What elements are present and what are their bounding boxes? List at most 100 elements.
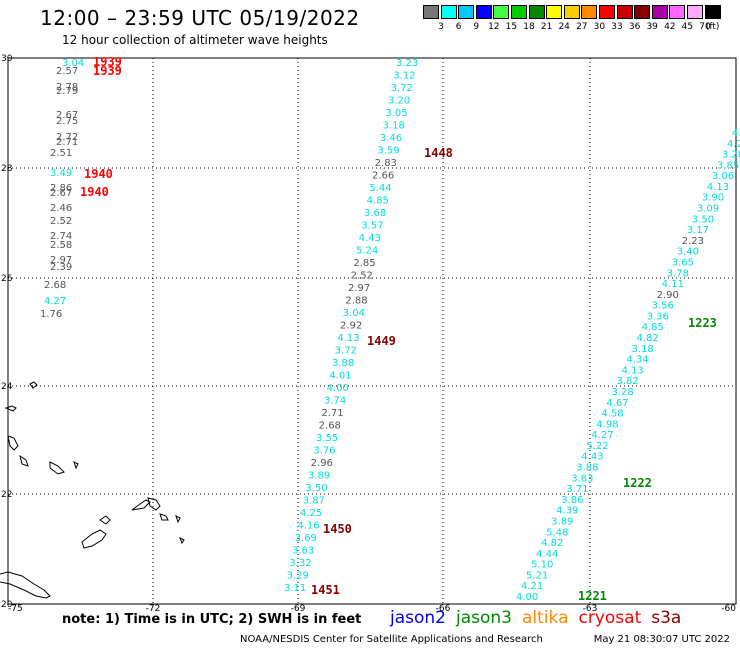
wave-height-value: 2.52 [351, 271, 373, 282]
wave-height-value: 3.36 [647, 311, 669, 322]
footer: NOAA/NESDIS Center for Satellite Applica… [240, 634, 730, 645]
wave-height-value: 3.46 [380, 133, 402, 144]
wave-height-value: 4.31 [732, 128, 740, 139]
lon-tick-label: -75 [8, 604, 23, 614]
pass-time-label: 1939 [93, 55, 122, 69]
wave-height-value: 3.12 [393, 71, 415, 82]
lon-tick-label: -63 [583, 604, 598, 614]
colorbar-swatch [546, 5, 563, 19]
colorbar-unit: (ft) [705, 22, 720, 32]
wave-height-value: 2.85 [353, 258, 375, 269]
wave-height-value: 2.71 [56, 137, 78, 148]
wave-height-value: 4.13 [707, 182, 729, 193]
colorbar-swatch [669, 5, 686, 19]
wave-height-value: 5.22 [586, 441, 608, 452]
island-shape [179, 536, 185, 545]
wave-height-value: 1.76 [40, 309, 62, 320]
colorbar-swatch [475, 5, 492, 19]
island-shape [49, 461, 65, 475]
wave-height-value: 3.29 [287, 571, 309, 582]
colorbar-label: 15 [505, 22, 518, 32]
wave-height-value: 2.83 [375, 158, 397, 169]
colorbar-swatch [704, 5, 721, 19]
wave-height-value: 3.59 [377, 146, 399, 157]
colorbar-swatch [423, 5, 439, 19]
wave-height-value: 3.49 [50, 168, 72, 179]
pass-time-label: 1449 [367, 334, 396, 348]
wave-height-value: 2.57 [56, 66, 78, 77]
wave-height-value: 3.32 [289, 558, 311, 569]
wave-height-value: 4.39 [556, 506, 578, 517]
wave-height-value: 2.58 [50, 240, 72, 251]
wave-height-value: 3.56 [652, 301, 674, 312]
wave-height-value: 2.97 [348, 283, 370, 294]
wave-height-value: 3.76 [313, 446, 335, 457]
island-shape [7, 435, 19, 451]
wave-height-value: 5.24 [356, 246, 378, 257]
wave-height-value: 4.82 [637, 333, 659, 344]
island-shape [73, 461, 79, 470]
pass-time-label: 1222 [623, 476, 652, 490]
pass-time-label: 1450 [323, 522, 352, 536]
wave-height-value: 3.82 [616, 376, 638, 387]
wave-height-value: 4.27 [44, 296, 66, 307]
footer-credit: NOAA/NESDIS Center for Satellite Applica… [240, 634, 543, 645]
colorbar-label: 3 [438, 22, 444, 32]
island-shape [175, 515, 181, 524]
pass-time-label: 1940 [84, 167, 113, 181]
wave-height-value: 2.66 [372, 171, 394, 182]
lon-tick-label: -69 [291, 604, 306, 614]
wave-height-value: 5.44 [369, 183, 391, 194]
wave-height-value: 2.75 [56, 116, 78, 127]
pass-time-label: 1451 [311, 583, 340, 597]
wave-height-value: 4.01 [329, 371, 351, 382]
wave-height-value: 3.05 [385, 108, 407, 119]
colorbar-label: 42 [664, 22, 676, 32]
wave-height-value: 3.63 [292, 546, 314, 557]
wave-height-value: 2.52 [50, 216, 72, 227]
map-frame [7, 57, 737, 605]
colorbar-label: 21 [540, 22, 553, 32]
colorbar-label: 12 [488, 22, 500, 32]
wave-height-value: 2.71 [321, 408, 343, 419]
wave-height-value: 4.85 [642, 322, 664, 333]
colorbar-label: 18 [523, 22, 535, 32]
wave-height-value: 3.06 [712, 171, 734, 182]
wave-height-value: 3.71 [566, 484, 588, 495]
wave-height-value: 2.51 [50, 148, 72, 159]
lon-tick-label: -60 [721, 604, 736, 614]
wave-height-value: 4.21 [521, 581, 543, 592]
legend-item-cryosat: cryosat [578, 608, 642, 628]
satellite-legend: jason2 jason3 altika cryosat s3a [390, 608, 691, 628]
wave-height-value: 4.00 [516, 592, 538, 603]
wave-height-value: 5.48 [546, 527, 568, 538]
map-title: 12:00 – 23:59 UTC 05/19/2022 [40, 6, 360, 30]
wave-height-value: 2.78 [56, 82, 78, 93]
map-border [7, 57, 737, 605]
island-shape [147, 497, 161, 511]
wave-height-value: 2.90 [657, 290, 679, 301]
wave-height-value: 3.78 [667, 268, 689, 279]
wave-height-value: 2.67 [50, 188, 72, 199]
colorbar-swatch [493, 5, 510, 19]
lat-tick-label: 26 [1, 274, 13, 284]
wave-height-value: 3.68 [364, 208, 386, 219]
wave-height-value: 3.57 [361, 221, 383, 232]
wave-height-value: 2.97 [50, 255, 72, 266]
wave-height-value: 4.13 [337, 333, 359, 344]
wave-height-value: 3.11 [284, 583, 306, 594]
wave-height-value: 2.96 [311, 458, 333, 469]
wave-height-value: 3.65 [672, 257, 694, 268]
pass-time-label: 1940 [80, 185, 109, 199]
axis-labels: -75 -72 -69 -66 -63 -60 30 28 26 24 22 20 [1, 54, 736, 614]
island-shape [4, 405, 17, 412]
colorbar-swatch [634, 5, 651, 19]
wave-height-value: 3.20 [388, 96, 410, 107]
wave-height-value: 4.82 [541, 538, 563, 549]
colorbar-swatch [528, 5, 545, 19]
wave-height-value: 3.89 [308, 471, 330, 482]
wave-height-value: 3.86 [561, 495, 583, 506]
pass-time-label: 1223 [688, 316, 717, 330]
wave-height-value: 2.74 [50, 231, 72, 242]
